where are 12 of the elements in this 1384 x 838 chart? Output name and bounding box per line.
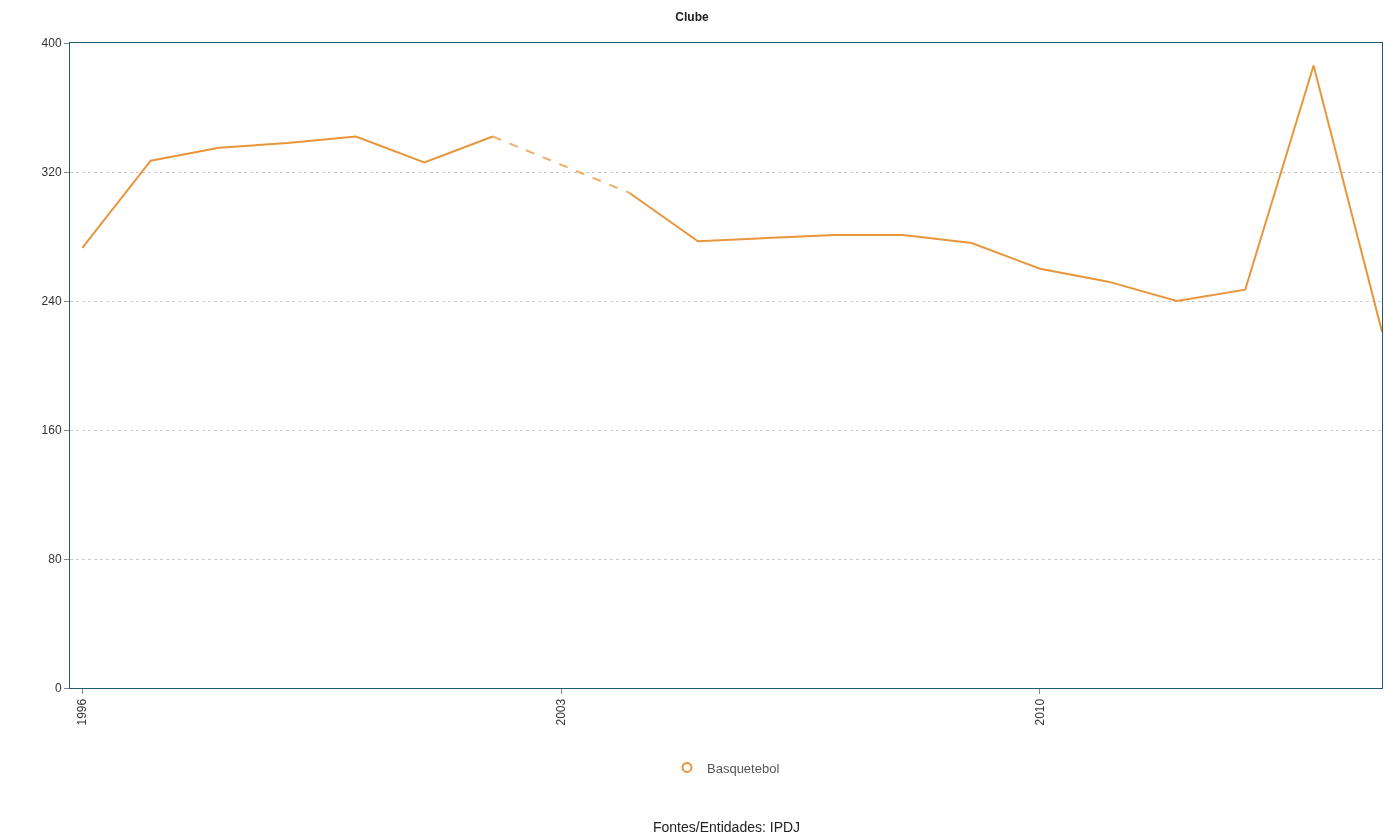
y-tick-label: 240 (41, 294, 62, 309)
y-tick-label: 160 (41, 423, 62, 438)
y-tick-label: 0 (54, 681, 62, 696)
legend-label: Basquetebol (707, 760, 780, 776)
y-tick-label: 320 (41, 165, 62, 180)
x-tick-label: 2010 (1032, 698, 1047, 726)
chart-title: Clube (675, 9, 709, 24)
y-tick-label: 80 (48, 552, 62, 567)
text: Fontes/Entidades: IPDJ (653, 819, 801, 835)
x-tick-label: 2003 (554, 698, 569, 726)
y-tick-label: 400 (41, 36, 62, 51)
x-tick-label: 1996 (75, 698, 90, 726)
